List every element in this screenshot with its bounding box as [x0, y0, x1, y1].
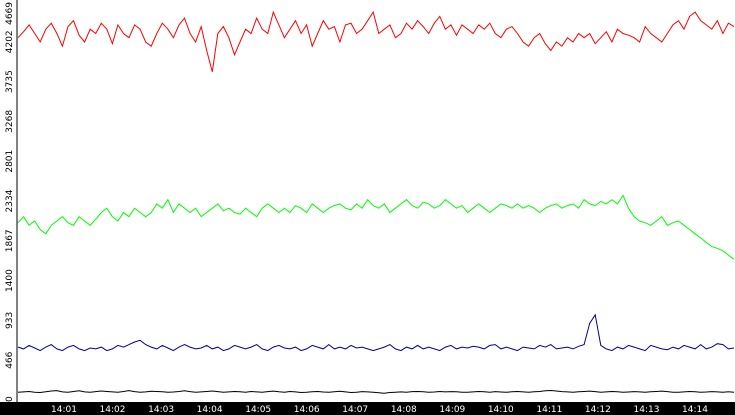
x-tick-label: 14:11: [536, 405, 562, 415]
x-tick-labels: 14:01 14:02 14:03 14:04 14:05 14:06 14:07 14:08…: [51, 405, 708, 415]
y-tick-label: 933: [5, 312, 15, 329]
y-tick-label: 4202: [5, 30, 15, 53]
series-line-2: [17, 194, 735, 260]
x-tick-label: 14:01: [51, 405, 77, 415]
y-tick-label: 1867: [5, 229, 15, 252]
y-tick-label: 2801: [5, 150, 15, 173]
series-line-4: [17, 389, 735, 394]
x-tick-label: 14:07: [342, 405, 368, 415]
x-tick-label: 14:13: [634, 405, 660, 415]
x-tick-label: 14:08: [391, 405, 417, 415]
series-line-3: [17, 313, 735, 352]
y-tick-label: 2334: [5, 189, 15, 212]
y-tick-label: 3735: [5, 70, 15, 93]
x-tick-label: 14:14: [682, 405, 708, 415]
y-tick-label: 0: [5, 396, 15, 402]
x-tick-label: 14:04: [197, 405, 223, 415]
y-tick-label: 3268: [5, 110, 15, 133]
x-tick-label: 14:05: [245, 405, 271, 415]
x-tick-label: 14:02: [100, 405, 126, 415]
y-tick-label: 1400: [5, 269, 15, 292]
series-line-1: [17, 10, 735, 72]
x-tick-label: 14:06: [294, 405, 320, 415]
y-tick-labels: 0 466 933 1400 1867 2334 2801 3268 3735 4202 4669: [5, 2, 15, 402]
x-tick-label: 14:09: [439, 405, 465, 415]
x-tick-label: 14:12: [585, 405, 611, 415]
x-tick-label: 14:10: [488, 405, 514, 415]
series-layer: [17, 10, 735, 394]
y-tick-label: 4669: [5, 2, 15, 25]
x-axis-bar: [0, 402, 735, 415]
y-tick-label: 466: [5, 351, 15, 368]
x-tick-label: 14:03: [148, 405, 174, 415]
y-axis-bar: [0, 0, 17, 402]
